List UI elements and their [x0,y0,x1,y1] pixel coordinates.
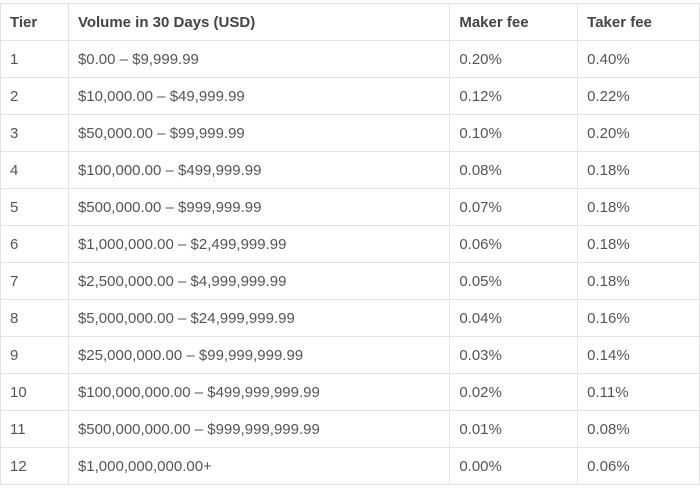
cell: $2,500,000.00 – $4,999,999.99 [67,262,451,300]
cell: 6 [0,225,69,263]
cell: 0.01% [449,410,579,448]
cell: 0.20% [577,114,700,152]
cell: 0.06% [577,447,700,485]
cell: 0.03% [449,336,579,374]
cell: $100,000,000.00 – $499,999,999.99 [67,373,451,411]
cell: 11 [0,410,69,448]
cell: 5 [0,188,69,226]
cell: 2 [0,77,69,115]
cell: 0.40% [577,40,700,78]
cell: 7 [0,262,69,300]
header-row: Tier Volume in 30 Days (USD) Maker fee Take… [0,3,700,41]
cell: 9 [0,336,69,374]
cell: $500,000.00 – $999,999.99 [67,188,451,226]
cell: $5,000,000.00 – $24,999,999.99 [67,299,451,337]
cell: 3 [0,114,69,152]
header-cell: Tier [0,3,69,41]
cell: 0.04% [449,299,579,337]
row: 12 $1,000,000,000.00+ 0.00% 0.06% [0,447,700,485]
header-cell: Volume in 30 Days (USD) [67,3,451,41]
cell: 0.22% [577,77,700,115]
cell: $500,000,000.00 – $999,999,999.99 [67,410,451,448]
cell: 0.02% [449,373,579,411]
cell: 0.11% [577,373,700,411]
header-cell: Taker fee [577,3,700,41]
cell: 0.12% [449,77,579,115]
row: 3 $50,000.00 – $99,999.99 0.10% 0.20% [0,114,700,152]
cell: 0.20% [449,40,579,78]
cell: 0.14% [577,336,700,374]
header-cell: Maker fee [449,3,579,41]
cell: $10,000.00 – $49,999.99 [67,77,451,115]
cell: 4 [0,151,69,189]
row: 8 $5,000,000.00 – $24,999,999.99 0.04% 0.16… [0,299,700,337]
row: 5 $500,000.00 – $999,999.99 0.07% 0.18% [0,188,700,226]
cell: 0.18% [577,262,700,300]
cell: 0.08% [449,151,579,189]
cell: 10 [0,373,69,411]
cell: $25,000,000.00 – $99,999,999.99 [67,336,451,374]
cell: 0.10% [449,114,579,152]
fee-table: Tier Volume in 30 Days (USD) Maker fee Take… [0,3,700,485]
cell: 0.05% [449,262,579,300]
cell: $50,000.00 – $99,999.99 [67,114,451,152]
cell: $0.00 – $9,999.99 [67,40,451,78]
row: 6 $1,000,000.00 – $2,499,999.99 0.06% 0.18% [0,225,700,263]
cell: $1,000,000,000.00+ [67,447,451,485]
cell: 0.08% [577,410,700,448]
cell: $100,000.00 – $499,999.99 [67,151,451,189]
cell: 1 [0,40,69,78]
row: 11 $500,000,000.00 – $999,999,999.99 0.01%… [0,410,700,448]
cell: 0.18% [577,225,700,263]
row: 7 $2,500,000.00 – $4,999,999.99 0.05% 0.18% [0,262,700,300]
cell: 0.18% [577,188,700,226]
row: 10 $100,000,000.00 – $499,999,999.99 0.02%… [0,373,700,411]
cell: 0.07% [449,188,579,226]
cell: 0.18% [577,151,700,189]
page: Tier Volume in 30 Days (USD) Maker fee Take… [0,3,700,498]
cell: 8 [0,299,69,337]
cell: $1,000,000.00 – $2,499,999.99 [67,225,451,263]
row: 4 $100,000.00 – $499,999.99 0.08% 0.18% [0,151,700,189]
row: 9 $25,000,000.00 – $99,999,999.99 0.03% 0.1… [0,336,700,374]
row: 1 $0.00 – $9,999.99 0.20% 0.40% [0,40,700,78]
table-body: 1 $0.00 – $9,999.99 0.20% 0.40% 2 $10,000.00 … [0,40,700,485]
cell: 0.06% [449,225,579,263]
row: 2 $10,000.00 – $49,999.99 0.12% 0.22% [0,77,700,115]
cell: 0.16% [577,299,700,337]
cell: 12 [0,447,69,485]
cell: 0.00% [449,447,579,485]
